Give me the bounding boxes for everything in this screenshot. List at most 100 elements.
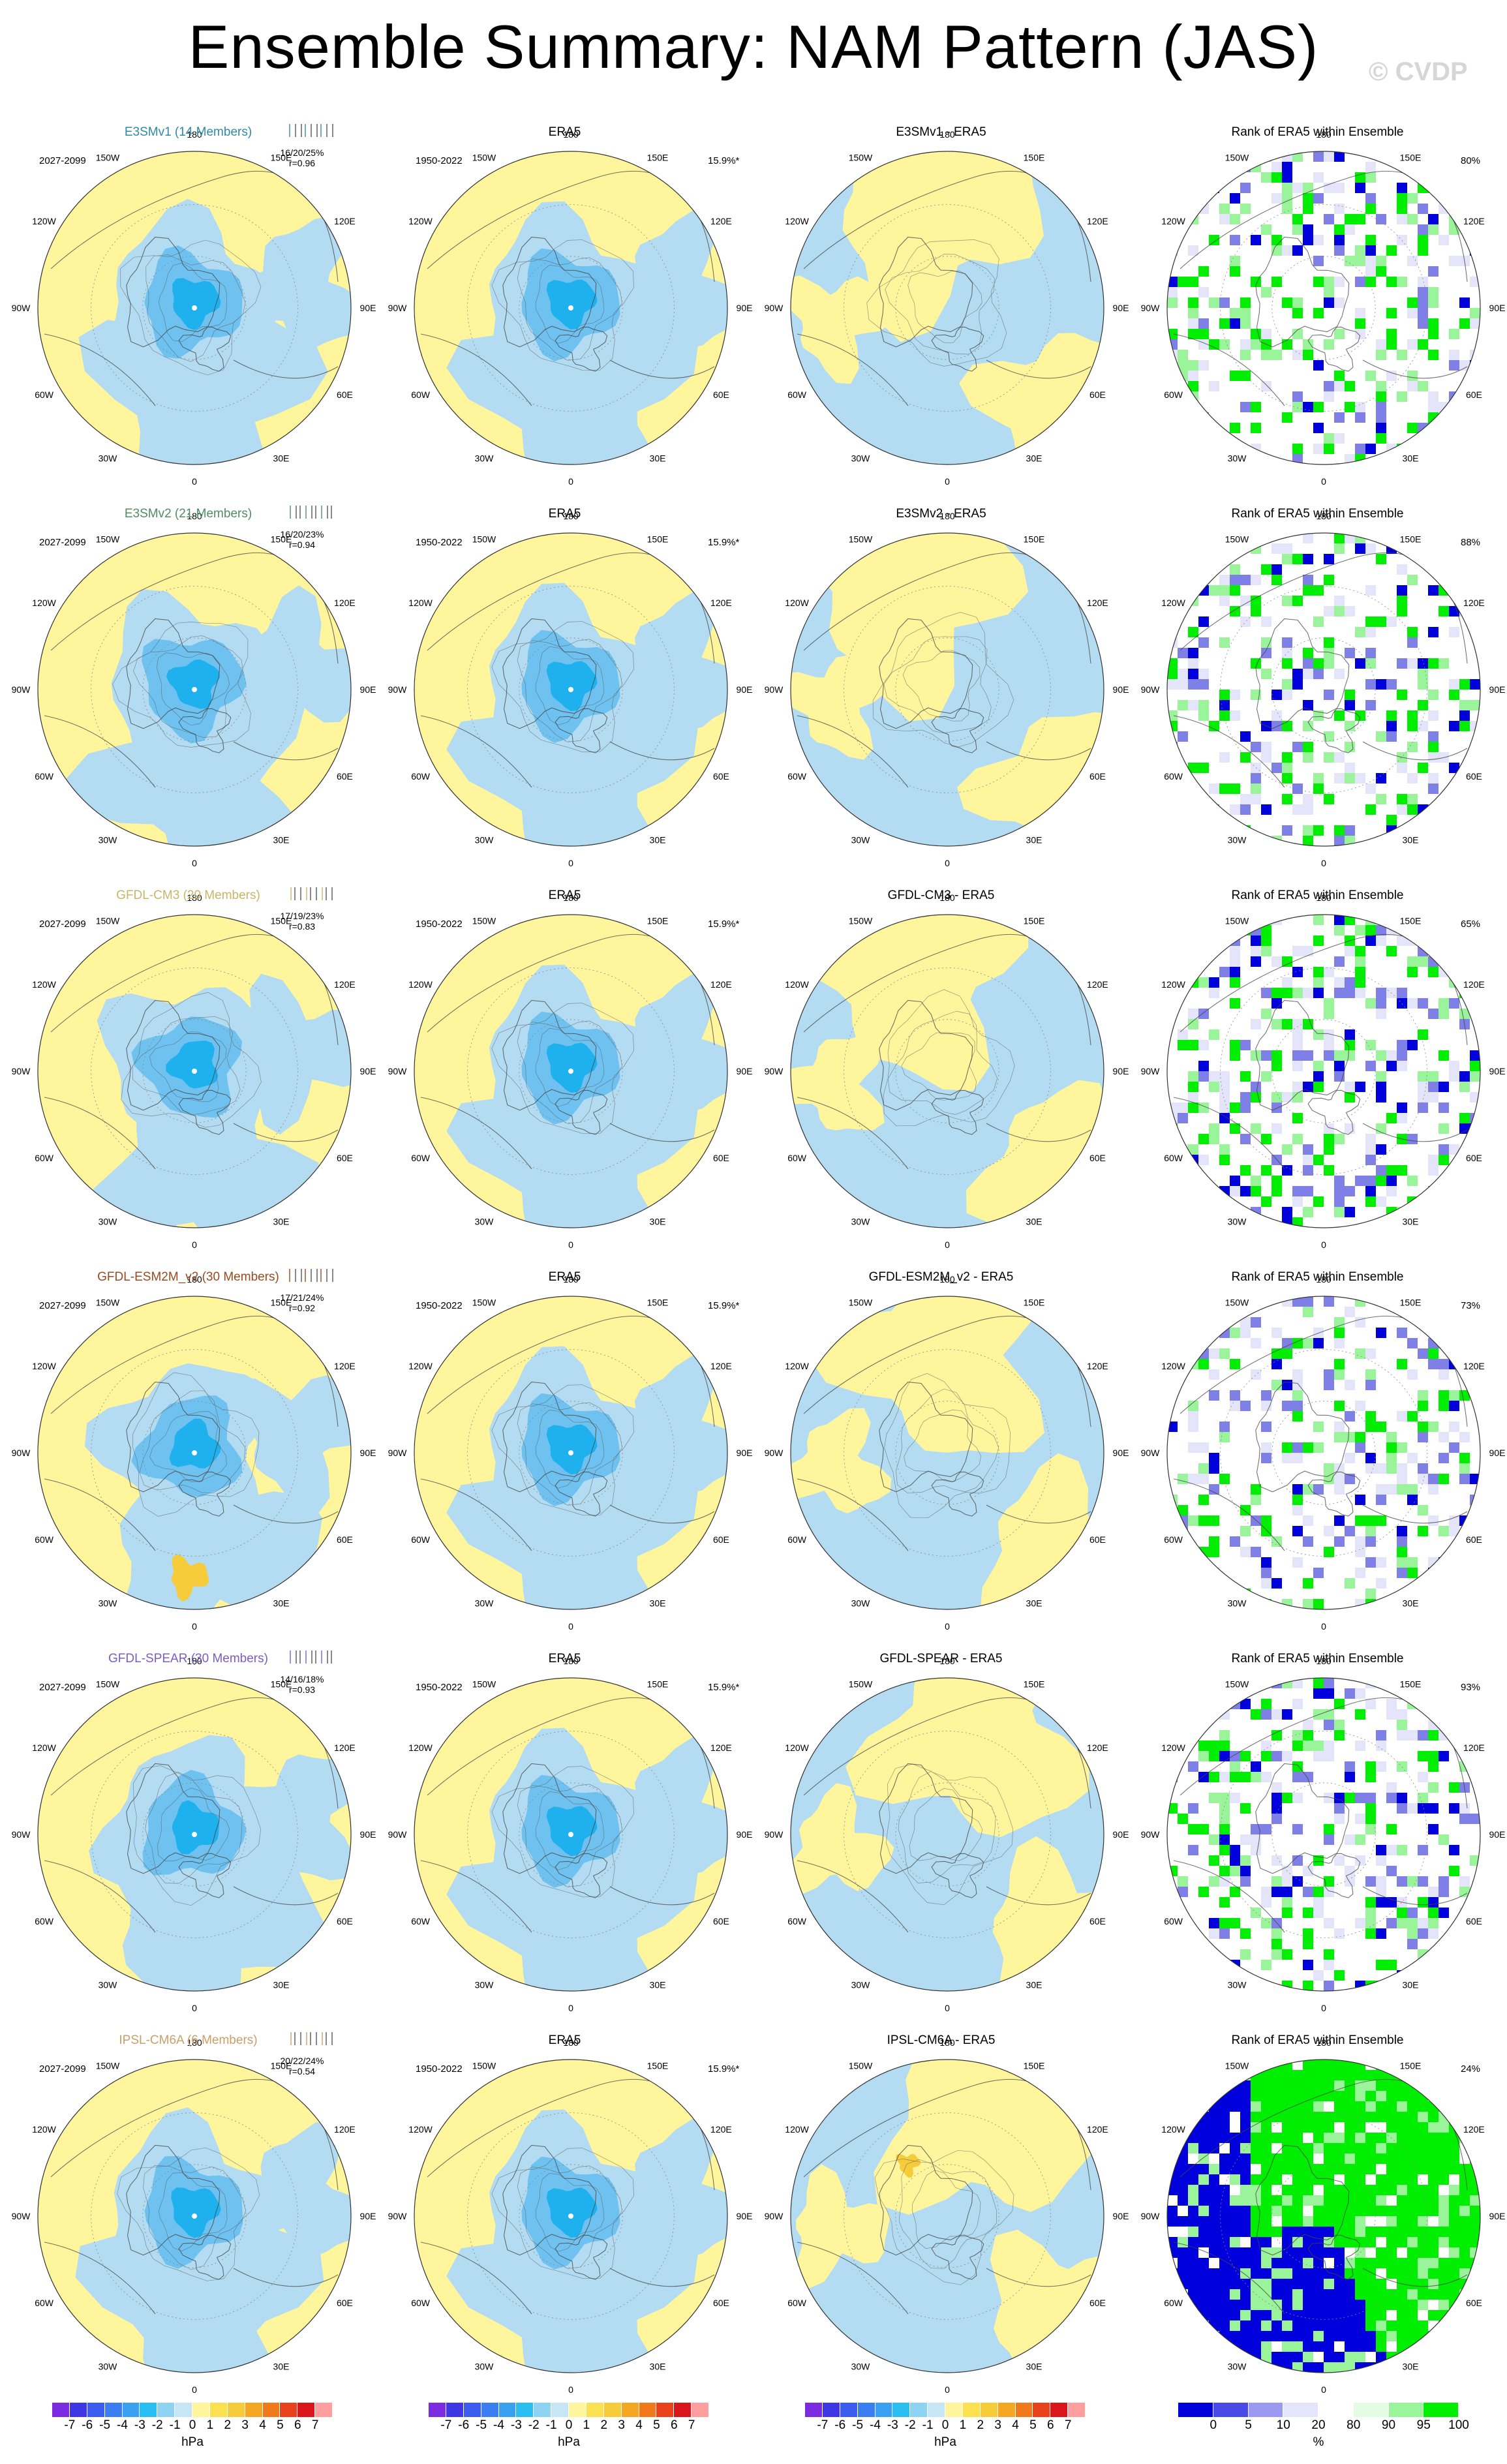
rank-cell [1428,2195,1438,2206]
rank-cell [1407,214,1418,224]
rank-cell [1324,2070,1334,2080]
rank-cell [1376,2101,1386,2112]
colorbar-swatch [209,2403,228,2417]
rank-cell [1251,2247,1261,2258]
longitude-label: 60W [787,771,807,782]
longitude-label: 0 [192,2003,197,2013]
rank-cell [1209,1453,1219,1463]
rank-cell [1438,2101,1449,2112]
colorbar-label: -7 [440,2418,452,2432]
rank-cell [1261,2352,1271,2362]
rank-cell [1292,2153,1303,2164]
longitude-label: 90E [1489,684,1506,695]
rank-cell [1178,575,1188,585]
longitude-label: 60E [713,2298,729,2308]
rank-cell [1240,2258,1251,2268]
rank-cell [1313,1071,1324,1082]
colorbar-label: -5 [99,2418,111,2432]
rank-cell [1459,1082,1470,1092]
rank-cell [1292,2279,1303,2289]
rank-cell [1407,1908,1418,1918]
longitude-label: 60W [787,389,807,400]
colorbar-label: 1 [959,2418,967,2432]
rank-cell [1459,1165,1470,1176]
rank-cell [1188,2143,1198,2153]
rank-cell [1438,1082,1449,1092]
rank-cell [1386,1782,1397,1793]
rank-cell [1324,2279,1334,2289]
rank-cell [1355,1495,1365,1505]
colorbar-hpa-1: -7 -6 -5 -4 -3 -2 -1 0 1 2 3 4 5 6 7 hPa [52,2403,333,2461]
longitude-label: 30E [1403,1979,1419,1990]
rank-cell [1313,151,1324,162]
rank-cell [1188,585,1198,596]
rank-cell [1303,988,1313,998]
rank-cell [1470,1960,1480,1970]
rank-cell [1470,2341,1480,2352]
rank-cell [1292,1092,1303,1103]
rank-cell [1345,1834,1355,1845]
colorbar-swatch [1353,2403,1389,2417]
rank-cell [1418,935,1428,946]
colorbar-label: 2 [600,2418,608,2432]
rank-cell [1282,977,1292,988]
rank-cell [1240,1526,1251,1536]
rank-cell [1334,1176,1345,1186]
difference-title: GFDL-SPEAR - ERA5 [879,1652,1003,1665]
rank-cell [1167,2216,1178,2227]
rank-cell [1261,1071,1271,1082]
rank-cell [1459,935,1470,946]
rank-cell [1261,350,1271,360]
rank-cell [1313,2289,1324,2300]
rank-cell [1303,554,1313,564]
rank-cell [1188,2101,1198,2112]
rank-cell [1407,2268,1418,2279]
rank-cell [1198,433,1209,444]
rank-cell [1292,350,1303,360]
rank-cell [1334,669,1345,679]
rank-cell [1470,1814,1480,1824]
longitude-label: 0 [1321,858,1326,868]
rank-cell [1470,2362,1480,2373]
rank-cell [1324,2143,1334,2153]
rank-cell [1251,690,1261,700]
rank-cell [1240,2164,1251,2174]
longitude-label: 60E [337,771,353,782]
rank-cell [1198,1688,1209,1699]
rank-cell [1324,2185,1334,2195]
longitude-label: 0 [1321,1621,1326,1632]
rank-cell [1449,329,1459,339]
rank-cell [1251,2341,1261,2352]
rank-cell [1459,1432,1470,1442]
rank-cell [1188,1092,1198,1103]
figure-title: Ensemble Summary: NAM Pattern (JAS) [188,12,1319,81]
rank-cell [1386,679,1397,690]
rank-cell [1334,2268,1345,2279]
rank-cell [1324,606,1334,616]
rank-cell [1167,2080,1178,2091]
rank-cell [1324,967,1334,977]
rank-cell [1188,1009,1198,1019]
rank-cell [1428,2247,1438,2258]
rank-cell [1397,2341,1407,2352]
rank-cell [1167,585,1178,596]
longitude-label: 90E [737,2211,753,2221]
rank-cell [1428,2174,1438,2185]
rank-cell [1365,2206,1376,2216]
rank-cell [1292,1369,1303,1380]
model-title: GFDL-SPEAR (30 Members) [108,1652,268,1665]
rank-cell [1365,444,1376,454]
rank-cell [1313,2080,1324,2091]
longitude-label: 90E [1489,1066,1506,1076]
rank-cell [1167,1981,1178,1991]
colorbar-swatch [1423,2403,1459,2417]
rank-cell [1282,1876,1292,1887]
colorbar-swatch [674,2403,692,2417]
longitude-label: 60W [35,2298,54,2308]
rank-cell [1407,2164,1418,2174]
rank-cell [1355,2143,1365,2153]
colorbar-swatch [551,2403,569,2417]
